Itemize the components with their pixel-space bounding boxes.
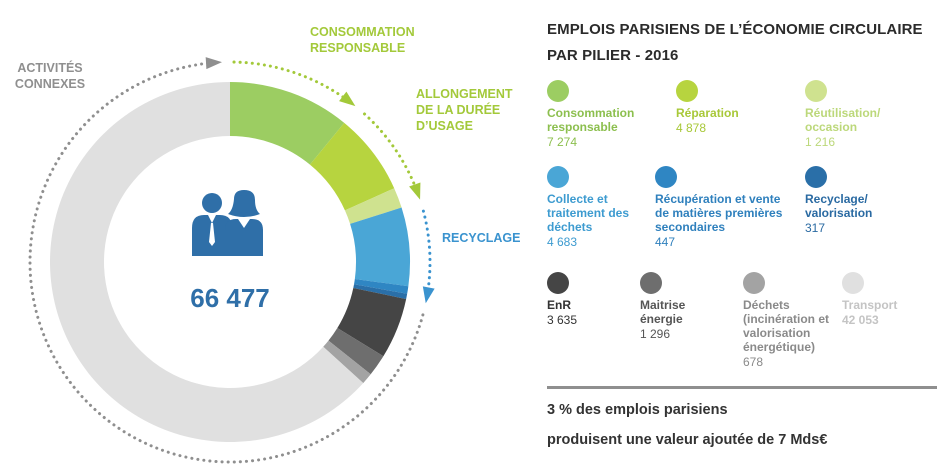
legend-value: 42 053: [842, 313, 879, 327]
legend-name: Récupération et vente de matières premiè…: [655, 192, 783, 234]
legend-name: Recyclage/ valorisation: [805, 192, 873, 220]
legend-dot: [547, 80, 569, 102]
legend-dot: [805, 80, 827, 102]
chart-title: EMPLOIS PARISIENS DE L’ÉCONOMIE CIRCULAI…: [547, 18, 937, 70]
legend-dot: [547, 166, 569, 188]
footer-line2: produisent une valeur ajoutée de 7 Mds€: [547, 432, 828, 448]
chart-title-line1: EMPLOIS PARISIENS DE L’ÉCONOMIE CIRCULAI…: [547, 21, 923, 38]
pillar-arcs: [28, 57, 435, 464]
legend-value: 4 878: [676, 121, 707, 135]
legend-value: 1 296: [640, 327, 671, 341]
legend-item-transport: Transport 42 053: [842, 272, 943, 328]
legend-value: 4 683: [547, 235, 578, 249]
pillar-arc-allongement-arrowhead: [409, 182, 421, 200]
legend-dot: [676, 80, 698, 102]
legend-item-collecte: Collecte et traitement des déchets 4 683: [547, 166, 687, 250]
legend-value: 317: [805, 221, 826, 235]
legend-item-enr: EnR 3 635: [547, 272, 687, 328]
legend-value: 7 274: [547, 135, 578, 149]
legend-dot: [640, 272, 662, 294]
donut-slice-3: [350, 207, 410, 287]
legend-dot: [743, 272, 765, 294]
footer-line1: 3 % des emplois parisiens: [547, 402, 728, 418]
total-jobs-value: 66 477: [190, 283, 270, 313]
legend-name: EnR: [547, 298, 571, 312]
pillar-arc-recyclage-arrowhead: [422, 286, 435, 304]
legend-name: Réutilisation/ occasion: [805, 106, 881, 134]
legend-item-reutilisation: Réutilisation/ occasion 1 216: [805, 80, 943, 150]
pillar-arc-allongement: [362, 112, 421, 198]
pillar-arc-connexes-arrowhead: [205, 57, 222, 70]
chart-title-line2: PAR PILIER - 2016: [547, 47, 679, 64]
donut-slice-2: [344, 188, 402, 224]
donut-slice-7: [328, 327, 384, 375]
legend-value: 447: [655, 235, 676, 249]
divider: [547, 386, 937, 389]
legend-dot: [547, 272, 569, 294]
legend-item-reparation: Réparation 4 878: [676, 80, 816, 136]
pillar-arc-recyclage: [421, 209, 432, 301]
donut-slice-0: [230, 82, 345, 165]
legend-name: Transport: [842, 298, 898, 312]
legend-name: Déchets (incinération et valorisation én…: [743, 298, 830, 354]
donut-slice-8: [323, 340, 371, 384]
legend-value: 1 216: [805, 135, 836, 149]
pillar-label-allongement: ALLONGEMENT DE LA DURÉE D’USAGE: [416, 87, 513, 133]
legend-name: Réparation: [676, 106, 739, 120]
legend-dot: [805, 166, 827, 188]
legend-name: Collecte et traitement des déchets: [547, 192, 630, 234]
people-icon: [190, 190, 270, 265]
donut-slice-4: [354, 278, 409, 294]
donut-slices: [50, 82, 410, 442]
legend-name: Maitrise énergie: [640, 298, 686, 326]
pillar-arc-conso-arrowhead: [339, 91, 356, 107]
legend-item-conso: Consommation responsable 7 274: [547, 80, 687, 150]
legend-value: 678: [743, 355, 764, 369]
legend-item-recuperation: Récupération et vente de matières premiè…: [655, 166, 795, 250]
legend-dot: [842, 272, 864, 294]
legend-value: 3 635: [547, 313, 578, 327]
donut-slice-1: [309, 122, 395, 211]
pillar-label-recyclage: RECYCLAGE: [442, 231, 521, 245]
pillar-arc-connexes: [28, 60, 425, 464]
legend-name: Consommation responsable: [547, 106, 635, 134]
legend-item-dechets: Déchets (incinération et valorisation én…: [743, 272, 883, 370]
pillar-arc-conso: [232, 60, 354, 106]
legend-dot: [655, 166, 677, 188]
legend-item-recyclage: Recyclage/ valorisation 317: [805, 166, 943, 236]
pillar-label-conso: CONSOMMATION RESPONSABLE: [310, 25, 415, 55]
donut-slice-9: [50, 82, 364, 442]
donut-slice-5: [353, 284, 408, 300]
donut-slice-6: [337, 287, 407, 357]
pillar-label-connexes: ACTIVITÉS CONNEXES: [14, 61, 86, 91]
legend-item-maitrise: Maitrise énergie 1 296: [640, 272, 780, 342]
